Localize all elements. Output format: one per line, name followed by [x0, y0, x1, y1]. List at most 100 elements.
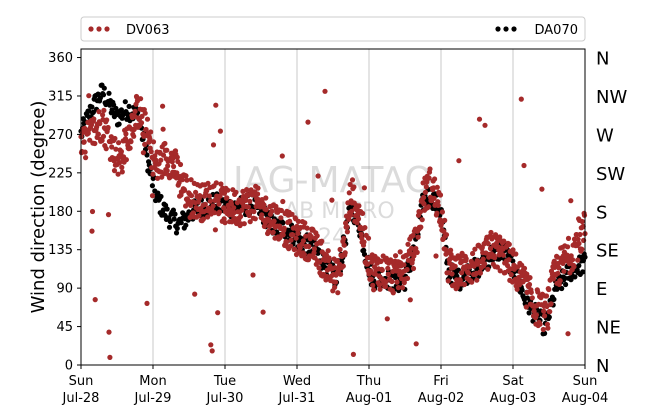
- data-point: [419, 217, 425, 223]
- data-point: [410, 265, 417, 272]
- data-point: [200, 216, 206, 222]
- data-point: [539, 186, 545, 192]
- data-point: [526, 310, 532, 316]
- data-point: [506, 257, 512, 263]
- data-point: [167, 218, 173, 225]
- data-point: [89, 104, 95, 110]
- data-point: [290, 232, 296, 238]
- data-point: [302, 220, 308, 226]
- data-point: [488, 229, 494, 236]
- data-point: [241, 221, 247, 227]
- data-point: [210, 142, 217, 148]
- data-point: [417, 209, 423, 215]
- data-point: [337, 246, 343, 253]
- data-point: [346, 190, 352, 196]
- data-point: [315, 173, 321, 179]
- data-point: [215, 310, 221, 316]
- data-point: [119, 164, 125, 170]
- data-point: [155, 190, 161, 196]
- data-point: [346, 216, 352, 222]
- data-point: [300, 238, 306, 244]
- data-point: [91, 116, 97, 122]
- x-tick-label-date: Jul-31: [278, 391, 316, 406]
- data-point: [112, 135, 118, 142]
- data-point: [551, 296, 557, 302]
- data-point: [576, 240, 582, 247]
- data-point: [492, 255, 498, 261]
- data-point: [361, 239, 367, 245]
- data-point: [472, 246, 478, 252]
- data-point: [368, 276, 374, 282]
- data-point: [418, 224, 424, 230]
- data-point: [118, 148, 124, 155]
- data-point: [158, 157, 164, 163]
- data-point: [231, 205, 237, 211]
- data-point: [289, 211, 295, 217]
- y-tick-label: 315: [48, 89, 73, 104]
- y-tick-label: 270: [48, 128, 73, 143]
- data-point: [160, 126, 166, 132]
- data-point: [126, 103, 132, 109]
- data-point: [579, 246, 585, 252]
- data-point: [213, 102, 219, 108]
- data-point: [123, 157, 129, 163]
- data-point: [86, 93, 92, 99]
- data-point: [160, 103, 166, 109]
- data-point: [341, 242, 347, 248]
- data-point: [179, 177, 185, 183]
- data-point: [162, 140, 168, 147]
- data-point: [144, 300, 150, 306]
- data-point: [535, 289, 541, 295]
- data-point: [188, 193, 195, 199]
- data-point: [405, 257, 411, 263]
- data-point: [577, 231, 583, 238]
- data-point: [116, 140, 122, 146]
- data-point: [140, 150, 146, 156]
- data-point: [562, 275, 568, 281]
- data-point: [497, 268, 503, 274]
- x-tick-label-date: Jul-30: [206, 391, 244, 406]
- compass-label: SE: [596, 241, 619, 262]
- x-tick-label-day: Fri: [433, 374, 449, 389]
- data-point: [564, 252, 570, 258]
- data-point: [410, 232, 416, 239]
- data-point: [295, 218, 301, 224]
- y-tick-label: 180: [48, 205, 73, 220]
- data-point: [551, 258, 557, 264]
- data-point: [104, 117, 110, 123]
- data-point: [280, 198, 286, 205]
- data-point: [565, 331, 571, 337]
- data-point: [394, 279, 400, 285]
- data-point: [439, 209, 445, 215]
- data-point: [359, 235, 365, 241]
- data-point: [427, 166, 433, 172]
- data-point: [303, 233, 309, 239]
- data-point: [322, 88, 328, 94]
- data-point: [278, 207, 284, 214]
- data-point: [158, 193, 164, 200]
- data-point: [445, 278, 451, 284]
- data-point: [459, 270, 465, 276]
- legend-marker-dv063: [88, 26, 110, 32]
- data-point: [392, 274, 399, 281]
- data-point: [293, 235, 299, 241]
- data-point: [415, 234, 421, 240]
- data-point: [342, 250, 348, 256]
- data-point: [205, 180, 211, 186]
- data-point: [149, 183, 155, 189]
- data-point: [477, 270, 483, 276]
- data-point: [521, 265, 528, 271]
- data-point: [149, 193, 156, 199]
- data-point: [344, 229, 350, 235]
- compass-label: W: [596, 125, 614, 146]
- data-point: [255, 185, 261, 191]
- data-point: [263, 195, 269, 201]
- data-point: [238, 213, 244, 220]
- data-point: [297, 245, 303, 251]
- data-point: [148, 149, 154, 155]
- data-point: [545, 325, 551, 331]
- legend-dot: [96, 26, 102, 32]
- data-point: [281, 225, 287, 231]
- data-point: [350, 351, 356, 357]
- data-point: [421, 201, 427, 207]
